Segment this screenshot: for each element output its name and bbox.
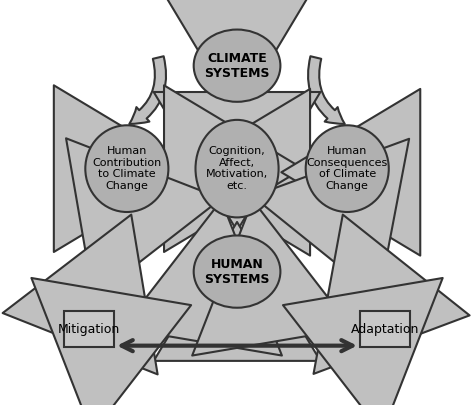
FancyBboxPatch shape: [360, 311, 410, 347]
Ellipse shape: [194, 30, 281, 102]
FancyArrowPatch shape: [308, 56, 345, 124]
Text: HUMAN
SYSTEMS: HUMAN SYSTEMS: [204, 258, 270, 286]
Text: CLIMATE
SYSTEMS: CLIMATE SYSTEMS: [204, 52, 270, 80]
Text: Cognition,
Affect,
Motivation,
etc.: Cognition, Affect, Motivation, etc.: [206, 146, 268, 191]
Text: Human
Contribution
to Climate
Change: Human Contribution to Climate Change: [92, 146, 162, 191]
Text: Adaptation: Adaptation: [351, 323, 419, 336]
Text: Human
Consequences
of Climate
Change: Human Consequences of Climate Change: [307, 146, 388, 191]
FancyBboxPatch shape: [64, 311, 114, 347]
Ellipse shape: [194, 235, 281, 308]
Ellipse shape: [195, 120, 279, 217]
Ellipse shape: [85, 125, 168, 212]
FancyArrowPatch shape: [129, 56, 166, 124]
Ellipse shape: [306, 125, 389, 212]
Text: Mitigation: Mitigation: [58, 323, 120, 336]
